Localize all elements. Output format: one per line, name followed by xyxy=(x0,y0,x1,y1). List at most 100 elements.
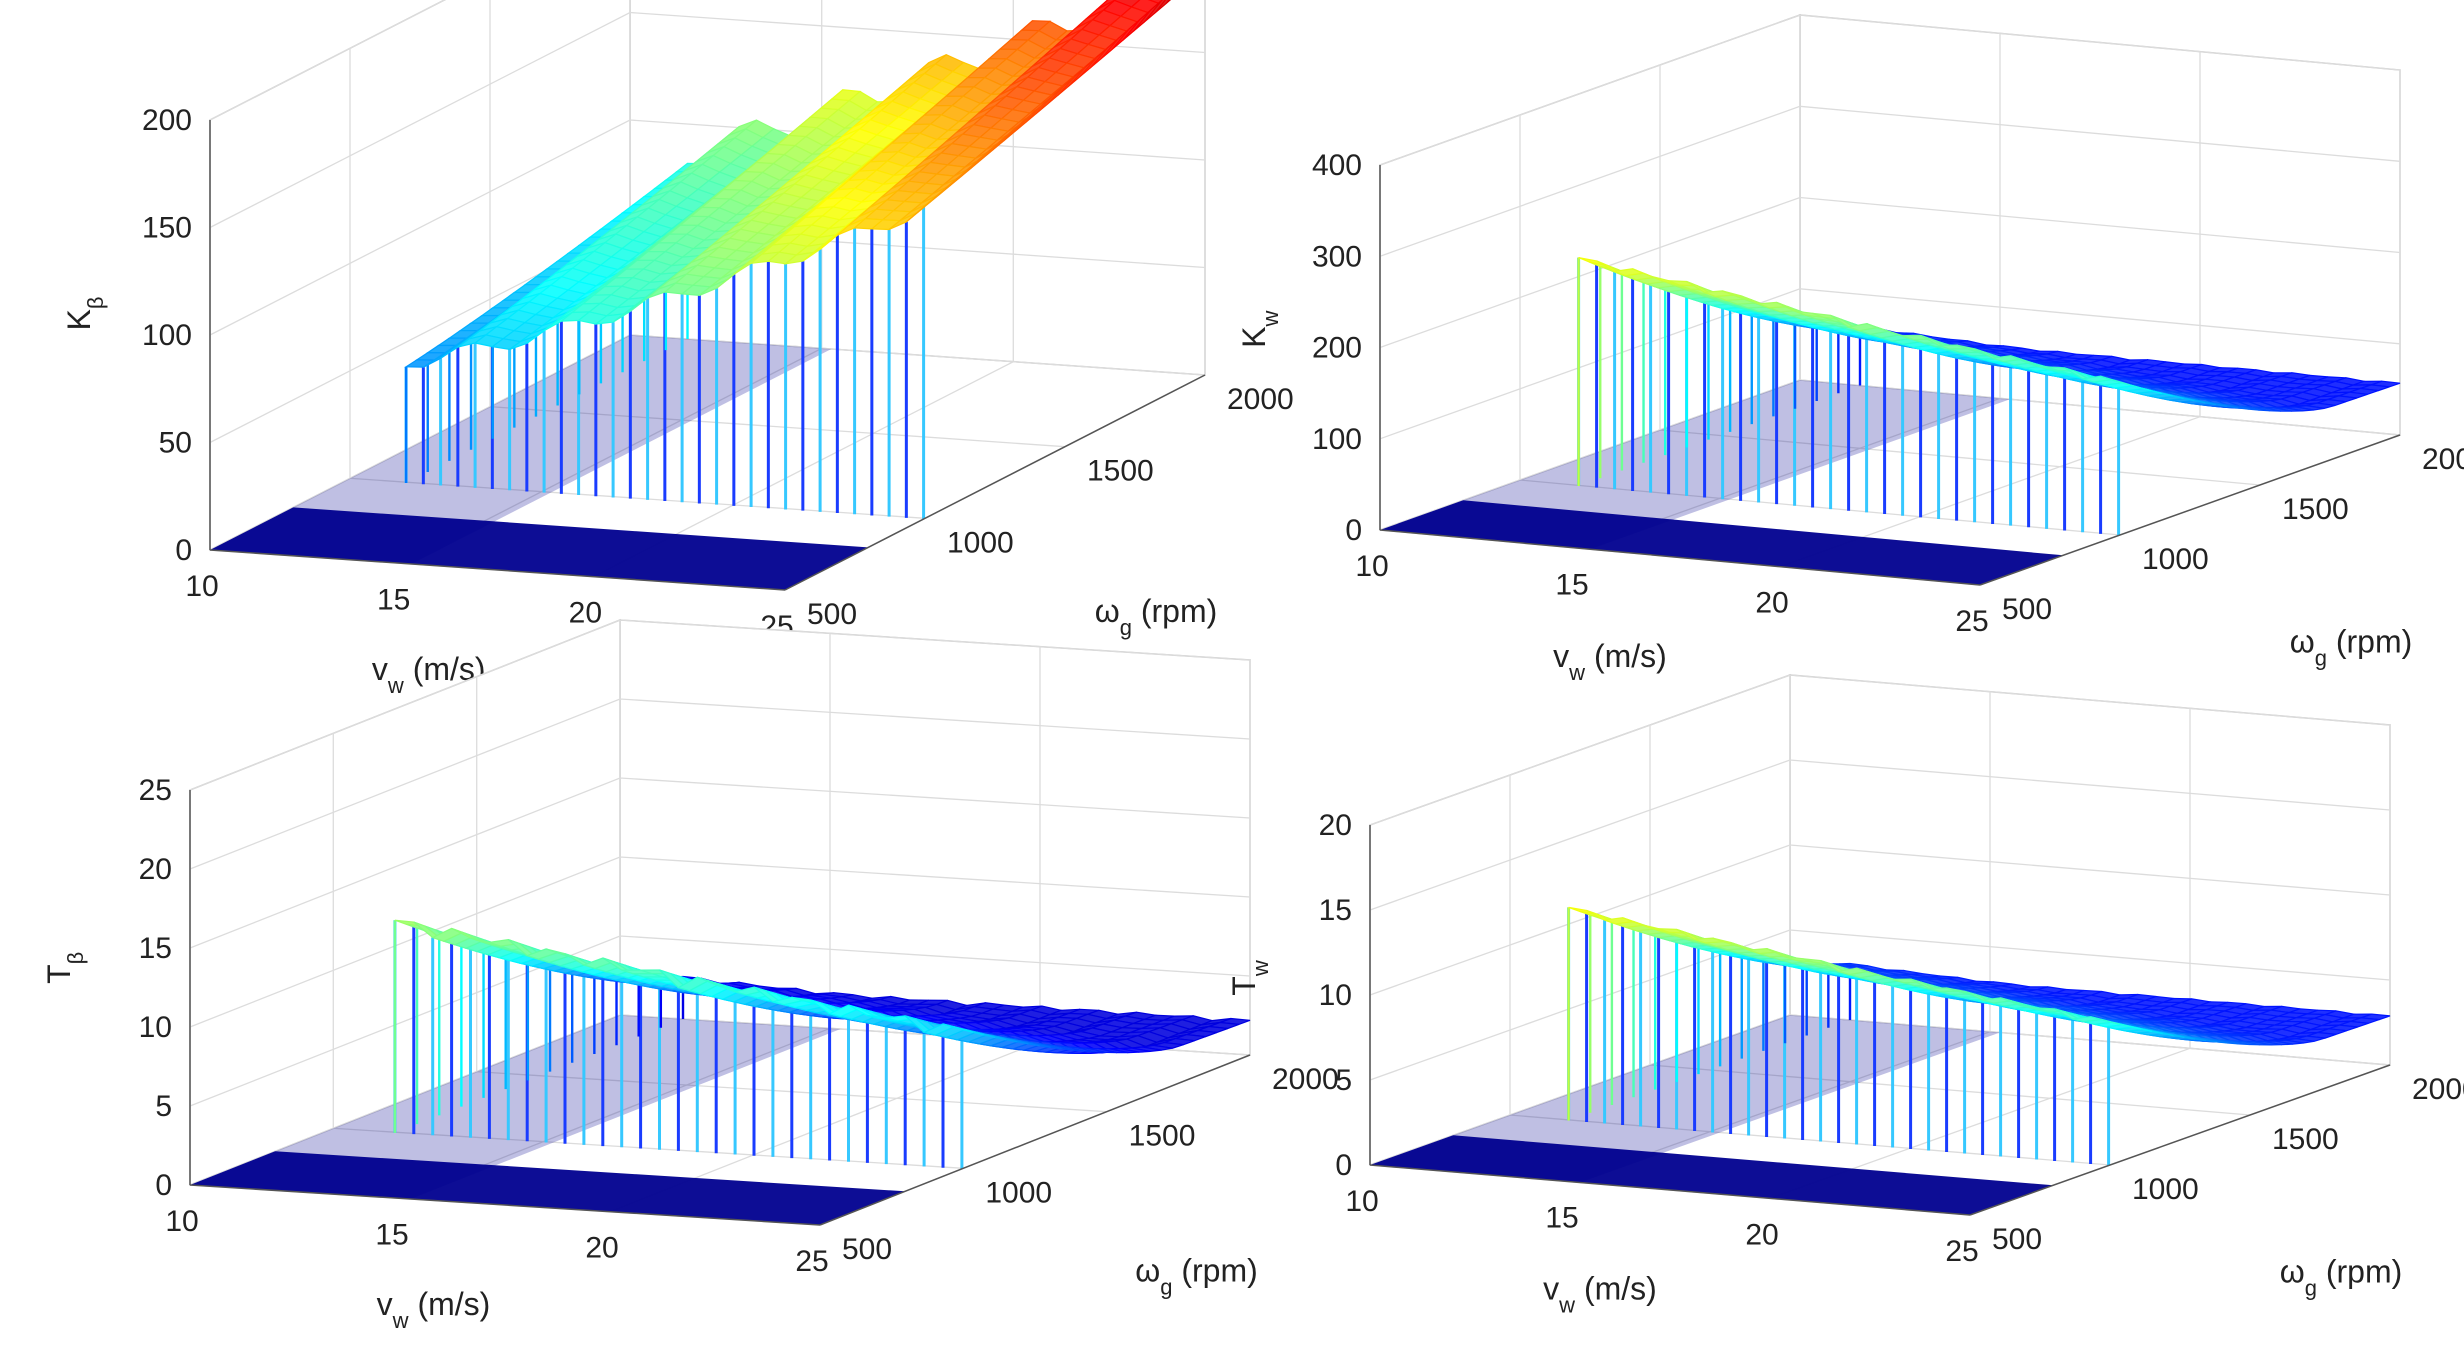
surface-cell xyxy=(906,197,935,223)
y-tick-label: 1000 xyxy=(2142,543,2209,576)
x-axis-label-sub: w xyxy=(392,1308,409,1333)
z-axis-label-main: T xyxy=(1226,976,1262,996)
y-tick-label: 500 xyxy=(807,598,857,631)
surface-mesh xyxy=(190,919,1251,1225)
z-tick-label: 20 xyxy=(139,853,172,886)
surface-floor-back xyxy=(210,335,832,564)
y-tick-label: 2000 xyxy=(2412,1073,2464,1106)
x-tick-label: 25 xyxy=(795,1245,828,1278)
gridline-y xyxy=(1659,65,2261,486)
y-axis-line xyxy=(784,374,1206,591)
x-axis-line xyxy=(1369,1164,1971,1216)
y-axis-label-sub: g xyxy=(1160,1274,1172,1299)
y-axis-label-unit: (rpm) xyxy=(2317,1254,2402,1290)
z-tick-label: 400 xyxy=(1312,149,1362,182)
z-tick-label: 150 xyxy=(142,212,192,245)
x-axis-label-sub: w xyxy=(1568,659,1585,684)
z-tick-label: 0 xyxy=(175,534,192,567)
y-axis-label: ωg (rpm) xyxy=(2290,624,2413,671)
y-tick-label: 500 xyxy=(1992,1223,2042,1256)
z-axis-label: Tw xyxy=(1226,960,1273,996)
x-axis-label-main: v xyxy=(372,651,388,687)
y-tick-label: 1000 xyxy=(2132,1173,2199,1206)
x-axis-label-main: v xyxy=(1543,1271,1559,1307)
gridline-y xyxy=(476,676,1107,1113)
y-tick-label: 500 xyxy=(842,1233,892,1266)
x-tick-label: 10 xyxy=(1355,550,1388,583)
z-tick-label: 0 xyxy=(1345,514,1362,547)
y-axis-label-main: ω xyxy=(2290,624,2315,660)
z-axis-label-main: K xyxy=(61,309,97,330)
x-tick-label: 10 xyxy=(165,1205,198,1238)
z-axis-label-main: T xyxy=(41,964,77,984)
z-tick-label: 0 xyxy=(1335,1149,1352,1182)
z-tick-label: 15 xyxy=(1319,894,1352,927)
surface-floor xyxy=(1370,1135,2054,1215)
z-axis-label-sub: w xyxy=(1248,960,1273,977)
z-tick-label: 300 xyxy=(1312,240,1362,273)
z-tick-label: 50 xyxy=(159,427,192,460)
y-tick-label: 500 xyxy=(2002,593,2052,626)
axes-box xyxy=(1379,13,2401,586)
x-axis-line xyxy=(209,549,786,591)
z-tick-label: 100 xyxy=(142,319,192,352)
z-tick-label: 5 xyxy=(155,1090,172,1123)
x-axis-label: vw (m/s) xyxy=(1543,1271,1657,1318)
y-axis-label-unit: (rpm) xyxy=(2327,624,2412,660)
surface-floor xyxy=(210,507,869,590)
surface-cell xyxy=(942,1023,974,1033)
x-tick-label: 10 xyxy=(1345,1185,1378,1218)
surface-floor-back xyxy=(1370,1015,2000,1183)
y-axis-label: ωg (rpm) xyxy=(2280,1254,2403,1301)
y-axis-label-sub: g xyxy=(2315,645,2327,670)
gridline-y xyxy=(1649,725,2251,1116)
y-axis-label-sub: g xyxy=(2305,1275,2317,1300)
x-tick-label: 15 xyxy=(377,583,410,616)
y-tick-label: 1000 xyxy=(985,1176,1052,1209)
y-axis-label-main: ω xyxy=(1095,593,1120,629)
y-axis-label-main: ω xyxy=(1135,1253,1160,1289)
y-tick-label: 1500 xyxy=(1087,455,1154,488)
y-tick-label: 2000 xyxy=(2422,443,2464,476)
y-tick-label: 1000 xyxy=(947,526,1014,559)
chart-panel-top-right: 010020030040010152025500100015002000Kwvw… xyxy=(1236,13,2464,685)
x-tick-label: 20 xyxy=(1745,1218,1778,1251)
x-tick-label: 15 xyxy=(1555,568,1588,601)
x-tick-label: 25 xyxy=(1955,605,1988,638)
z-tick-label: 10 xyxy=(1319,979,1352,1012)
z-tick-label: 10 xyxy=(139,1011,172,1044)
x-axis-label-main: v xyxy=(1553,638,1569,674)
surface-cell xyxy=(2090,1016,2120,1025)
x-tick-label: 25 xyxy=(1945,1235,1978,1268)
x-axis-label-sub: w xyxy=(1558,1292,1575,1317)
gridline-y xyxy=(1789,675,2391,1066)
x-tick-label: 15 xyxy=(1545,1202,1578,1235)
y-axis-label-sub: g xyxy=(1120,614,1132,639)
y-axis-line xyxy=(819,1054,1251,1226)
surface-floor xyxy=(190,1151,906,1225)
z-axis-label-sub: w xyxy=(1258,311,1283,328)
surface-mesh xyxy=(1370,906,2391,1215)
x-axis-line xyxy=(1379,529,1981,586)
x-tick-label: 20 xyxy=(569,597,602,630)
z-tick-label: 200 xyxy=(142,104,192,137)
x-axis-label-sub: w xyxy=(387,673,404,698)
y-axis-label: ωg (rpm) xyxy=(1135,1253,1258,1300)
z-axis-label-sub: β xyxy=(63,952,88,965)
x-tick-label: 10 xyxy=(185,570,218,603)
z-axis-label: Kw xyxy=(1236,311,1283,348)
x-tick-label: 15 xyxy=(375,1218,408,1251)
surface-mesh xyxy=(210,0,1171,590)
z-axis-label: Kβ xyxy=(61,297,108,331)
x-axis-label-unit: (m/s) xyxy=(1575,1271,1657,1307)
x-axis-label: vw (m/s) xyxy=(1553,638,1667,685)
x-axis-label-main: v xyxy=(377,1286,393,1322)
z-tick-label: 5 xyxy=(1335,1064,1352,1097)
z-axis-label-main: K xyxy=(1236,327,1272,348)
y-axis-label-main: ω xyxy=(2280,1254,2305,1290)
z-tick-label: 25 xyxy=(139,774,172,807)
y-axis-line xyxy=(1969,1064,2391,1216)
